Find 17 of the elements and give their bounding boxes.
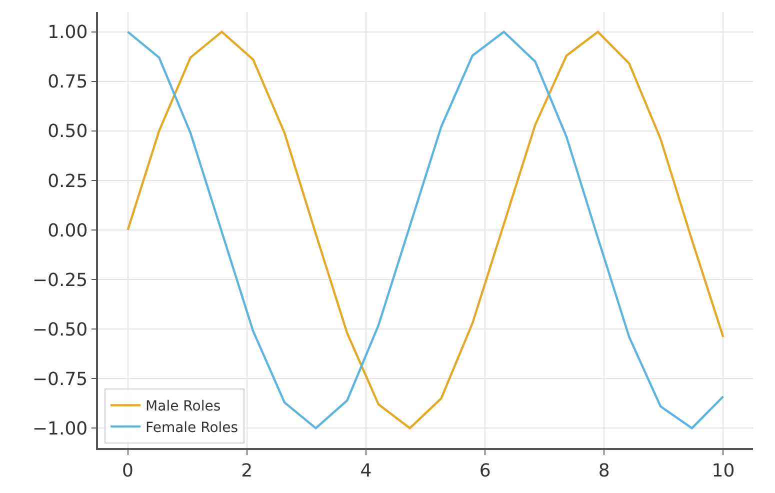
y-tick-label: 0.50 [48, 121, 88, 142]
y-tick-label: −1.00 [32, 418, 88, 440]
x-tick-label: 8 [598, 460, 610, 482]
x-tick-label: 0 [122, 460, 134, 482]
legend-label: Male Roles [146, 398, 221, 415]
x-tick-label: 2 [241, 460, 253, 482]
y-tick-label: 0.25 [48, 170, 88, 192]
y-tick-label: −0.50 [32, 319, 88, 340]
y-tick-label: −0.75 [32, 368, 88, 390]
x-tick-label: 6 [479, 460, 491, 482]
y-tick-label: 1.00 [48, 22, 88, 44]
legend-label: Female Roles [146, 420, 238, 436]
x-tick-label: 10 [712, 460, 735, 482]
y-tick-label: 0.75 [48, 72, 88, 93]
y-tick-label: −0.25 [32, 270, 88, 291]
x-tick-label: 4 [360, 460, 372, 482]
y-tick-label: 0.00 [48, 220, 88, 242]
